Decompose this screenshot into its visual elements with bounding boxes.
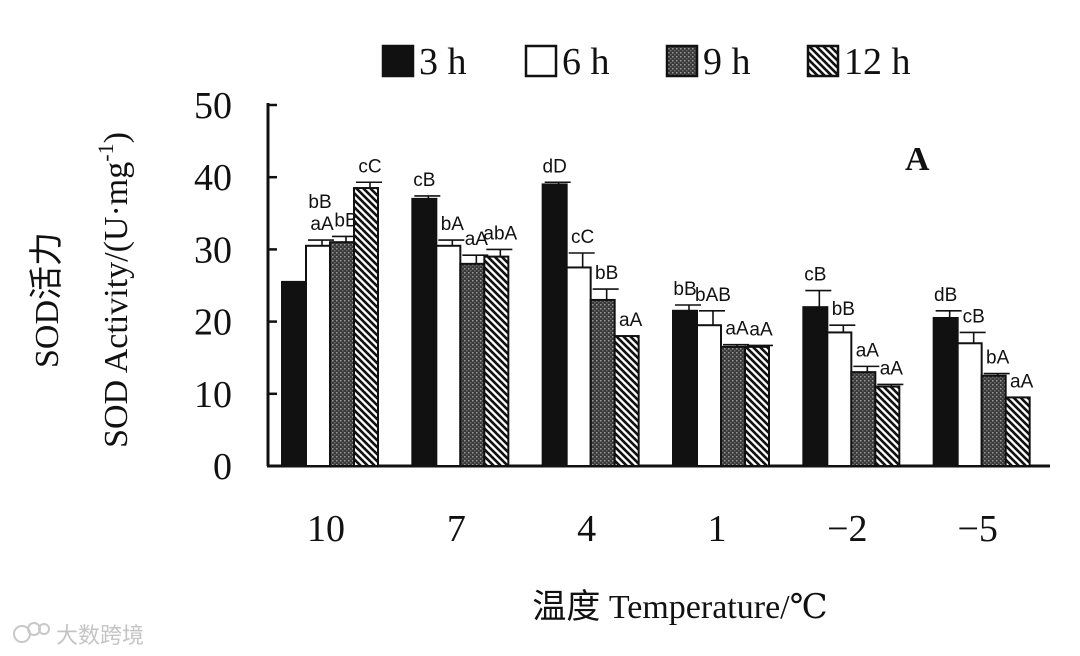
bar — [459, 262, 486, 467]
y-axis-title-close: ) — [98, 132, 135, 143]
x-tick-label: 4 — [577, 508, 596, 550]
significance-label: aA — [465, 229, 489, 250]
bar — [956, 342, 983, 468]
bar — [411, 197, 438, 468]
bar — [802, 306, 829, 467]
legend-label: 6 h — [562, 41, 610, 83]
bar — [541, 183, 568, 467]
bar — [435, 244, 462, 467]
legend-swatch — [665, 44, 699, 78]
significance-label: dD — [543, 156, 567, 177]
significance-label: bB — [832, 299, 855, 320]
significance-label: bB — [595, 263, 618, 284]
significance-label: cC — [358, 156, 381, 177]
significance-label: cB — [413, 170, 435, 191]
x-tick-label: 7 — [447, 508, 466, 550]
significance-label: aA — [310, 214, 334, 235]
legend-swatch — [806, 44, 840, 78]
bars — [281, 181, 1031, 468]
y-tick-label: 40 — [194, 157, 232, 199]
bar — [932, 316, 959, 467]
bar — [329, 241, 355, 467]
significance-label: aA — [880, 358, 904, 379]
significance-label: bAB — [695, 285, 731, 306]
y-tick-label: 0 — [213, 446, 232, 488]
x-tick-label: 10 — [307, 508, 345, 550]
bar — [305, 244, 331, 467]
bar — [826, 331, 853, 467]
bar — [613, 335, 640, 468]
bar — [850, 371, 877, 468]
significance-label: aA — [619, 310, 643, 331]
axes: 0 10 20 30 40 50 10 7 4 1 −2 −5 — [194, 85, 1050, 550]
y-axis-title-en: SOD Activity/(U·mg — [98, 162, 135, 448]
significance-label: dB — [934, 285, 957, 306]
legend-label: 3 h — [419, 41, 467, 83]
x-tick-label: −5 — [957, 508, 997, 550]
bar — [353, 187, 379, 467]
significance-label: cC — [571, 227, 594, 248]
x-tick-label: −2 — [827, 508, 867, 550]
legend-swatch — [524, 44, 558, 78]
bar — [696, 324, 722, 467]
significance-label: cB — [804, 265, 826, 286]
bar — [589, 298, 616, 467]
x-axis-title: 温度 Temperature/℃ — [532, 588, 827, 626]
significance-label: bB — [308, 192, 331, 213]
svg-text:SOD Activity/(U·mg-1): SOD Activity/(U·mg-1) — [93, 132, 135, 448]
legend-label: 12 h — [844, 41, 911, 83]
y-tick-label: 10 — [194, 374, 232, 416]
bar — [281, 280, 307, 468]
significance-label: bA — [986, 348, 1010, 369]
y-axis-title-cn: SOD活力 — [28, 232, 66, 368]
bar — [565, 266, 592, 468]
significance-label: bA — [441, 214, 465, 235]
watermark-text: 大数跨境 — [56, 624, 144, 649]
x-tick-label: 1 — [708, 508, 727, 550]
y-tick-label: 20 — [194, 302, 232, 344]
y-axis-title-cn-wrap: SOD活力 — [28, 232, 66, 368]
bar — [483, 255, 510, 467]
significance-label: aA — [856, 340, 880, 361]
legend-swatch — [381, 44, 415, 78]
legend-label: 9 h — [703, 41, 751, 83]
significance-label: aA — [725, 319, 749, 340]
bar — [980, 374, 1007, 467]
y-tick-label: 30 — [194, 229, 232, 271]
significance-label: aA — [1010, 371, 1034, 392]
watermark: 大数跨境 — [13, 622, 144, 649]
significance-label: bB — [673, 279, 696, 300]
bar — [874, 385, 901, 467]
y-axis-title-sup: -1 — [93, 143, 118, 161]
bar — [720, 345, 746, 467]
significance-label: cB — [963, 306, 985, 327]
legend: 3 h 6 h 9 h 12 h — [381, 41, 911, 83]
significance-label: abA — [483, 223, 517, 244]
bar — [744, 345, 770, 467]
bar — [1004, 396, 1031, 467]
panel-label: A — [905, 141, 930, 178]
significance-label: bB — [334, 210, 357, 231]
watermark-logo-icon — [13, 622, 50, 643]
y-tick-label: 50 — [194, 85, 232, 127]
y-axis-title: SOD Activity/(U·mg-1) — [93, 132, 135, 448]
significance-label: aA — [749, 319, 773, 340]
bar — [672, 309, 698, 467]
